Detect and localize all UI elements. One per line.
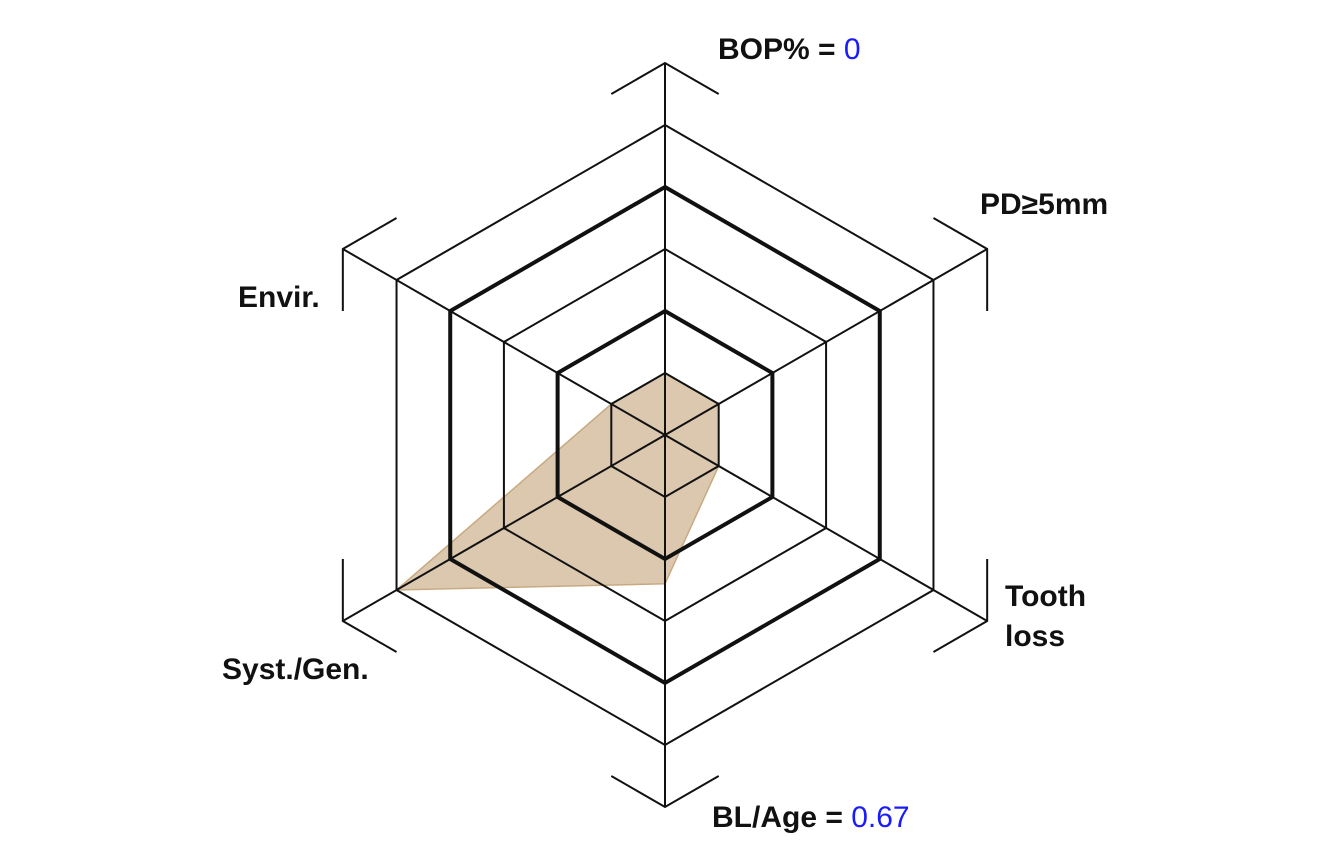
axis-line: [342, 434, 666, 622]
axis-end-bracket: [932, 217, 989, 311]
axis-end-bracket: [610, 775, 720, 809]
axis-label-tooth-loss: Tooth loss: [1005, 577, 1086, 657]
axis-end-bracket: [341, 559, 398, 653]
axis-label-envir: Envir.: [238, 281, 320, 314]
axis-end-bracket: [932, 559, 989, 653]
axis-value-bop: 0: [843, 33, 861, 66]
axis-label-text: BL/Age =: [712, 801, 852, 834]
axis-label-line1: Tooth: [1005, 580, 1087, 613]
axis-label-line2: loss: [1005, 620, 1066, 653]
axis-end-bracket: [610, 61, 720, 95]
axis-label-text: BOP% =: [718, 33, 844, 66]
axis-label-bop: BOP% = 0: [718, 30, 861, 70]
axis-end-bracket: [341, 217, 398, 311]
axis-label-syst-gen: Syst./Gen.: [222, 653, 369, 686]
axis-line: [342, 248, 666, 436]
axis-line: [664, 434, 988, 622]
axis-line: [664, 248, 988, 436]
axis-label-pd: PD≥5mm: [980, 188, 1109, 221]
axis-label-bl-age: BL/Age = 0.67: [712, 798, 910, 838]
axis-value-bl-age: 0.67: [851, 801, 910, 834]
